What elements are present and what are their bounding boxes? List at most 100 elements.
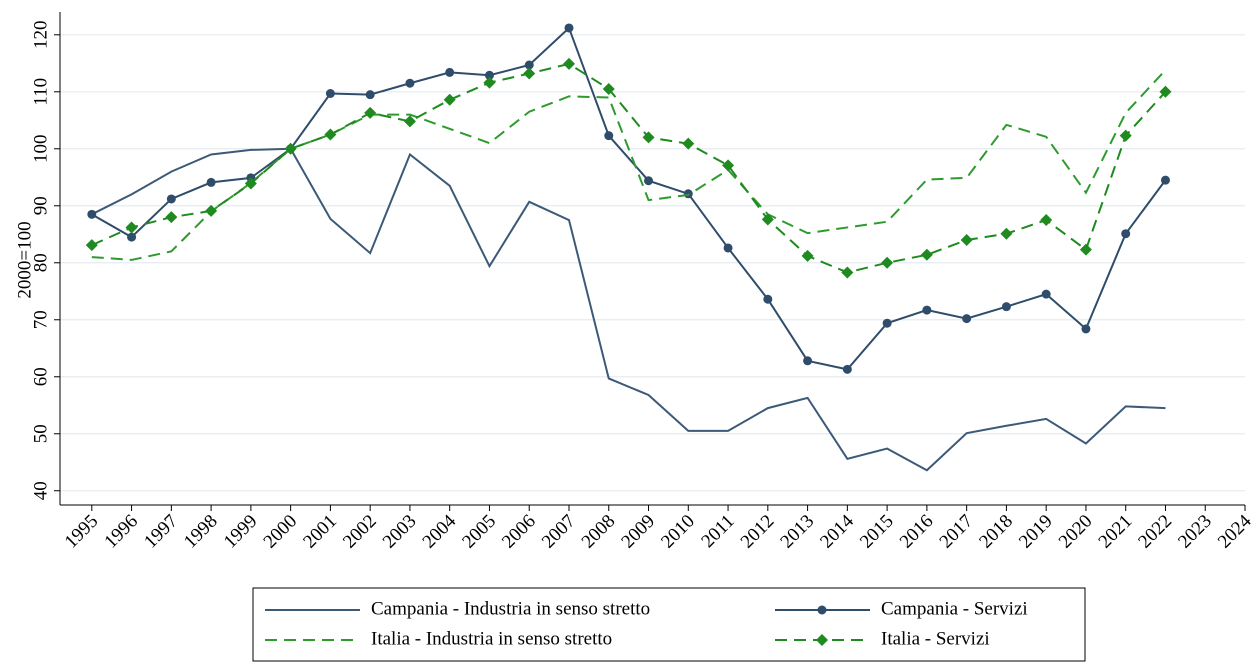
y-tick-label: 90 (30, 196, 51, 215)
y-tick-label: 120 (30, 21, 51, 50)
x-tick-label: 2002 (339, 511, 381, 553)
y-tick-label: 40 (30, 481, 51, 500)
data-point (604, 131, 614, 141)
data-point (920, 248, 933, 261)
data-point (324, 128, 337, 141)
legend-marker (817, 605, 827, 615)
x-tick-label: 2009 (617, 511, 659, 553)
data-point (761, 213, 774, 226)
data-point (365, 90, 375, 100)
data-point (1001, 302, 1011, 312)
x-tick-label: 2005 (458, 511, 500, 553)
data-point (1119, 129, 1132, 142)
data-point (723, 243, 733, 253)
data-point (443, 93, 456, 106)
data-point (801, 249, 814, 262)
x-tick-label: 2021 (1095, 511, 1137, 553)
data-point (205, 204, 218, 217)
data-point (403, 115, 416, 128)
x-tick-label: 2019 (1015, 511, 1057, 553)
legend-label: Campania - Industria in senso stretto (371, 598, 650, 619)
y-tick-label: 100 (30, 135, 51, 164)
legend-label: Italia - Industria in senso stretto (371, 628, 612, 649)
x-tick-label: 2017 (936, 511, 978, 553)
legend-marker (816, 634, 828, 646)
data-point (166, 194, 176, 204)
data-point (127, 232, 137, 242)
data-point (1081, 324, 1091, 334)
y-axis-label: 2000=100 (14, 221, 35, 298)
data-point (682, 137, 695, 150)
series-line (91, 147, 1166, 472)
data-point (325, 89, 335, 99)
data-point (244, 177, 257, 190)
data-point (284, 142, 297, 155)
x-tick-label: 2008 (578, 511, 620, 553)
data-point (1041, 289, 1051, 299)
series-line (91, 26, 1167, 371)
data-point (1000, 227, 1013, 240)
data-point (87, 209, 97, 219)
x-tick-label: 2004 (419, 510, 461, 552)
x-tick-label: 1996 (100, 511, 142, 553)
x-tick-label: 2023 (1174, 511, 1216, 553)
x-tick-label: 2006 (498, 511, 540, 553)
data-point (484, 70, 494, 80)
legend-box (252, 587, 1086, 662)
x-tick-label: 2011 (697, 511, 738, 552)
x-tick-label: 1997 (140, 511, 182, 553)
x-tick-label: 1999 (220, 511, 262, 553)
x-tick-label: 2018 (975, 511, 1017, 553)
x-tick-label: 2016 (896, 511, 938, 553)
x-tick-label: 1998 (180, 511, 222, 553)
data-point (165, 211, 178, 224)
y-tick-label: 60 (30, 367, 51, 386)
data-point (722, 159, 735, 172)
data-point (841, 266, 854, 279)
legend-label: Campania - Servizi (881, 598, 1028, 619)
data-point (962, 314, 972, 324)
data-point (960, 233, 973, 246)
data-point (445, 67, 455, 77)
x-tick-label: 2013 (776, 511, 818, 553)
legend-label: Italia - Servizi (881, 628, 990, 649)
data-point (922, 305, 932, 315)
x-tick-label: 2012 (737, 511, 779, 553)
data-point (1160, 175, 1170, 185)
data-point (1121, 229, 1131, 239)
data-point (206, 177, 216, 187)
y-tick-label: 50 (30, 424, 51, 443)
data-point (881, 256, 894, 269)
data-point (1159, 85, 1172, 98)
data-point (125, 221, 138, 234)
x-tick-label: 2007 (538, 511, 580, 553)
data-point (523, 67, 536, 80)
y-tick-label: 70 (30, 310, 51, 329)
data-point (1040, 214, 1053, 227)
data-point (85, 239, 98, 252)
data-point (483, 76, 496, 89)
x-tick-label: 2003 (379, 511, 421, 553)
y-tick-label: 110 (30, 78, 51, 106)
data-point (803, 356, 813, 366)
data-point (524, 60, 534, 70)
x-tick-label: 2014 (816, 510, 858, 552)
data-point (842, 364, 852, 374)
data-point (642, 131, 655, 144)
data-point (1079, 243, 1092, 256)
data-point (763, 294, 773, 304)
data-point (564, 23, 574, 33)
x-tick-label: 2020 (1055, 511, 1097, 553)
data-point (364, 106, 377, 119)
data-point (405, 78, 415, 88)
data-point (562, 57, 575, 70)
data-point (882, 318, 892, 328)
x-tick-label: 2000 (260, 511, 302, 553)
x-tick-label: 2010 (657, 511, 699, 553)
series-line (91, 62, 1167, 274)
x-tick-label: 2024 (1214, 510, 1251, 552)
x-tick-label: 1995 (61, 511, 103, 553)
y-tick-label: 80 (30, 253, 51, 272)
x-tick-label: 2001 (299, 511, 341, 553)
